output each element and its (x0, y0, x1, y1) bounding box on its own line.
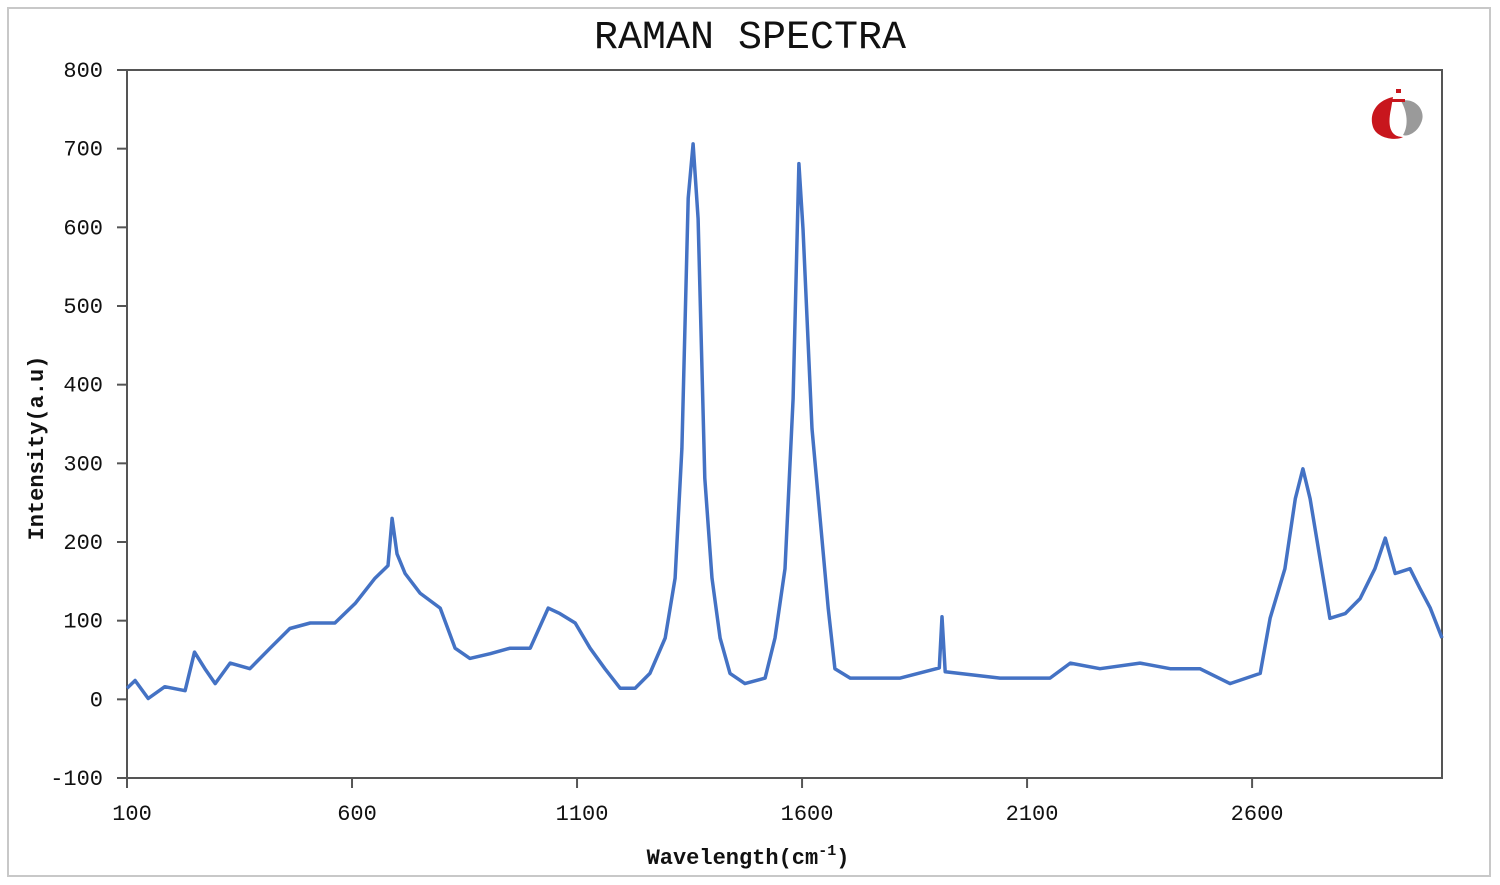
logo (1371, 89, 1423, 139)
x-axis-label: Wavelength(cm-1) (647, 843, 850, 871)
y-tick-label: 800 (63, 59, 103, 84)
y-tick-label: 600 (63, 216, 103, 241)
x-tick-label: 100 (112, 802, 152, 827)
y-tick-label: 300 (63, 452, 103, 477)
y-tick-label: 100 (63, 610, 103, 635)
chart-frame (7, 7, 1491, 877)
y-tick-label: 200 (63, 531, 103, 556)
x-tick-label: 1600 (781, 802, 834, 827)
y-tick-label: 700 (63, 138, 103, 163)
x-tick-label: 2100 (1006, 802, 1059, 827)
series-line (125, 142, 1444, 701)
y-tick-label: 0 (90, 688, 103, 713)
chart-title: RAMAN SPECTRA (593, 16, 907, 61)
y-tick-label: -100 (50, 767, 103, 792)
plot-area (126, 69, 1443, 779)
y-tick-label: 400 (63, 374, 103, 399)
y-axis-label: Intensity(a.u) (25, 356, 50, 541)
x-tick-label: 1100 (556, 802, 609, 827)
x-tick-label: 2600 (1231, 802, 1284, 827)
y-tick-label: 500 (63, 295, 103, 320)
x-tick-label: 600 (337, 802, 377, 827)
